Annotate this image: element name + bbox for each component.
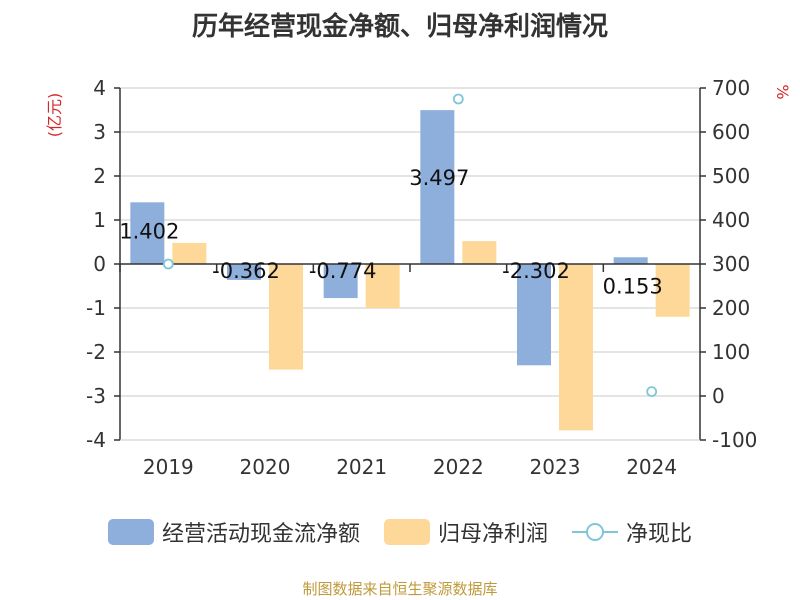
left-axis-tick-label: 0 <box>93 252 106 276</box>
right-axis-tick-label: 0 <box>712 384 725 408</box>
right-axis-tick-label: 400 <box>712 208 750 232</box>
legend-item-cashflow[interactable]: 经营活动现金流净额 <box>107 516 360 548</box>
point-cash-ratio-2022 <box>452 93 464 105</box>
data-label-cashflow-2022: 3.497 <box>409 166 469 190</box>
right-axis-tick-label: -100 <box>712 428 757 452</box>
data-label-cashflow-2020: -0.362 <box>212 259 280 283</box>
bar-net-profit-2024 <box>655 264 690 317</box>
x-axis-tick-label: 2021 <box>336 455 387 479</box>
legend-label-net-profit: 归母净利润 <box>437 522 548 547</box>
bar-cashflow-2020 <box>227 264 261 280</box>
right-axis-tick-label: 700 <box>712 76 750 100</box>
point-cash-ratio-2024 <box>646 386 658 398</box>
data-label-cashflow-2024: 0.153 <box>603 274 663 298</box>
bar-net-profit-2022 <box>462 241 497 264</box>
right-axis-unit: % <box>773 84 792 99</box>
bar-cashflow-2021 <box>323 264 358 299</box>
point-cash-ratio-2019 <box>162 258 174 270</box>
data-label-cashflow-2023: -2.302 <box>502 259 570 283</box>
left-axis-tick-label: -2 <box>86 340 106 364</box>
left-axis-tick-label: 2 <box>93 164 106 188</box>
left-axis-tick-label: 3 <box>93 120 106 144</box>
bar-cashflow-2022 <box>420 110 455 264</box>
data-label-cashflow-2019: 1.402 <box>119 219 179 243</box>
bar-net-profit-2019 <box>172 242 207 264</box>
x-axis-tick-label: 2023 <box>530 455 581 479</box>
bar-net-profit-2023 <box>559 264 593 431</box>
left-axis-tick-label: -1 <box>86 296 106 320</box>
legend-item-net-profit[interactable]: 归母净利润 <box>383 516 548 548</box>
left-axis-tick-label: -4 <box>86 428 106 452</box>
x-axis-tick-label: 2022 <box>433 455 484 479</box>
bar-cashflow-2023 <box>517 264 551 366</box>
legend-swatch-cashflow <box>107 519 154 545</box>
left-axis-tick-label: -3 <box>86 384 106 408</box>
legend-item-cash-ratio[interactable]: 净现比 <box>572 516 692 548</box>
legend-swatch-net-profit <box>383 519 430 545</box>
right-axis-tick-label: 100 <box>712 340 750 364</box>
right-axis-tick-label: 500 <box>712 164 750 188</box>
legend-swatch-cash-ratio <box>572 523 618 541</box>
legend-label-cashflow: 经营活动现金流净额 <box>161 522 360 547</box>
right-axis-tick-label: 200 <box>712 296 750 320</box>
legend-label-cash-ratio: 净现比 <box>626 522 693 547</box>
left-axis-tick-label: 4 <box>93 76 106 100</box>
bar-net-profit-2020 <box>269 264 303 370</box>
bar-cashflow-2024 <box>613 257 648 264</box>
bar-net-profit-2021 <box>365 264 400 308</box>
data-label-cashflow-2021: -0.774 <box>309 259 377 283</box>
right-axis-tick-label: 300 <box>712 252 750 276</box>
x-axis-tick-label: 2024 <box>626 455 677 479</box>
x-axis-tick-label: 2020 <box>240 455 291 479</box>
right-axis-tick-label: 600 <box>712 120 750 144</box>
bar-cashflow-2019 <box>130 202 165 264</box>
x-axis-tick-label: 2019 <box>143 455 194 479</box>
source-note: 制图数据来自恒生聚源数据库 <box>302 580 498 598</box>
chart-title: 历年经营现金净额、归母净利润情况 <box>191 12 608 42</box>
left-axis-unit: (亿元) <box>45 93 64 138</box>
legend: 经营活动现金流净额 归母净利润 净现比 <box>0 516 800 548</box>
left-axis-tick-label: 1 <box>93 208 106 232</box>
